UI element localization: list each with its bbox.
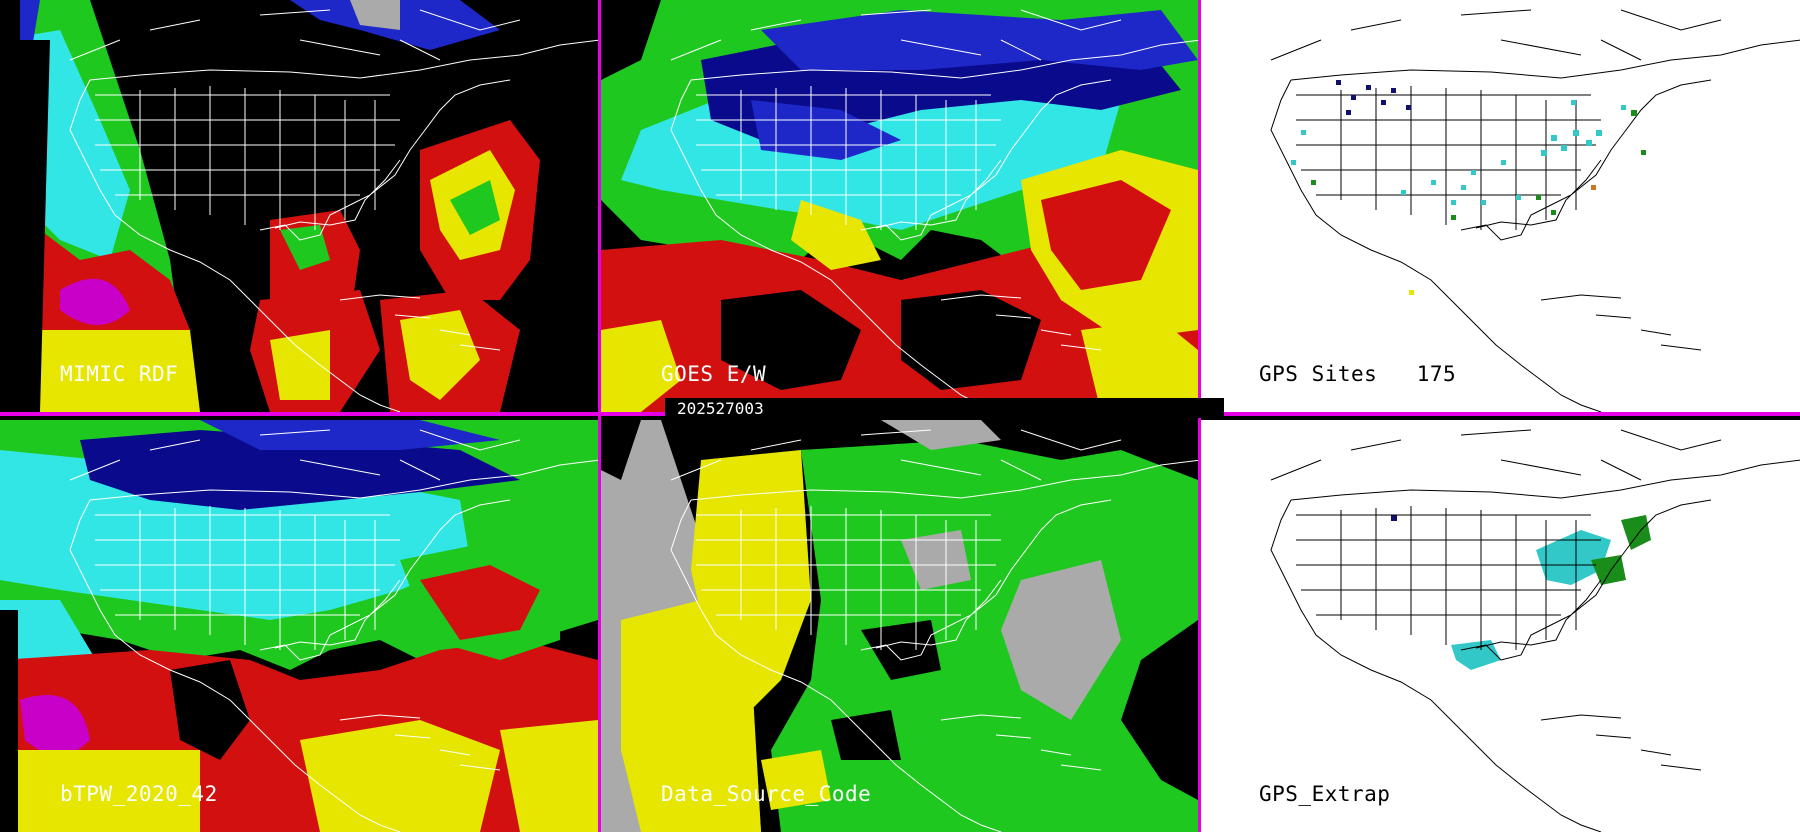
goes-map (601, 0, 1198, 412)
timestamp-bar: 202527003 (665, 398, 1224, 418)
gps-sites-count: 175 (1416, 362, 1457, 386)
gps-extrap-map (1270, 429, 1800, 832)
separator-top-left (0, 412, 665, 416)
separator-left (598, 0, 601, 832)
data-source-code-panel: Data_Source_Code (601, 420, 1198, 832)
panel-label-goes: GOES E/W (661, 362, 767, 386)
panel-label-mimic: MIMIC RDF (60, 362, 179, 386)
mimic-rdf-map (0, 0, 598, 412)
panel-label-gps-extrap: GPS_Extrap (1259, 782, 1391, 806)
separator-top-right (1224, 412, 1800, 416)
gps-extrap-panel: GPS_Extrap (1201, 420, 1800, 832)
panel-label-gps-sites: GPS Sites 175 (1259, 362, 1456, 386)
panel-label-btpw: bTPW_2020_42 (60, 782, 218, 806)
gps-sites-label: GPS Sites (1259, 362, 1378, 386)
mimic-rdf-panel: MIMIC RDF (0, 0, 598, 412)
btpw-map (0, 420, 598, 832)
panel-label-data-source-code: Data_Source_Code (661, 782, 872, 806)
data-source-code-map (601, 420, 1198, 832)
gps-sites-panel: GPS Sites 175 (1201, 0, 1800, 412)
timestamp: 202527003 (677, 399, 764, 418)
btpw-panel: bTPW_2020_42 (0, 420, 598, 832)
goes-panel: GOES E/W (601, 0, 1198, 412)
gps-sites-map (1270, 9, 1800, 412)
